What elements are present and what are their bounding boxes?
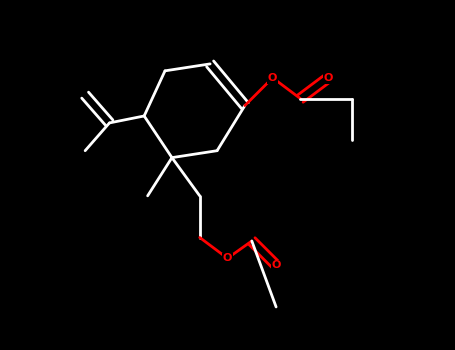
Text: O: O <box>272 260 281 270</box>
Text: O: O <box>223 253 232 263</box>
Text: O: O <box>268 73 278 83</box>
Text: O: O <box>324 73 333 83</box>
